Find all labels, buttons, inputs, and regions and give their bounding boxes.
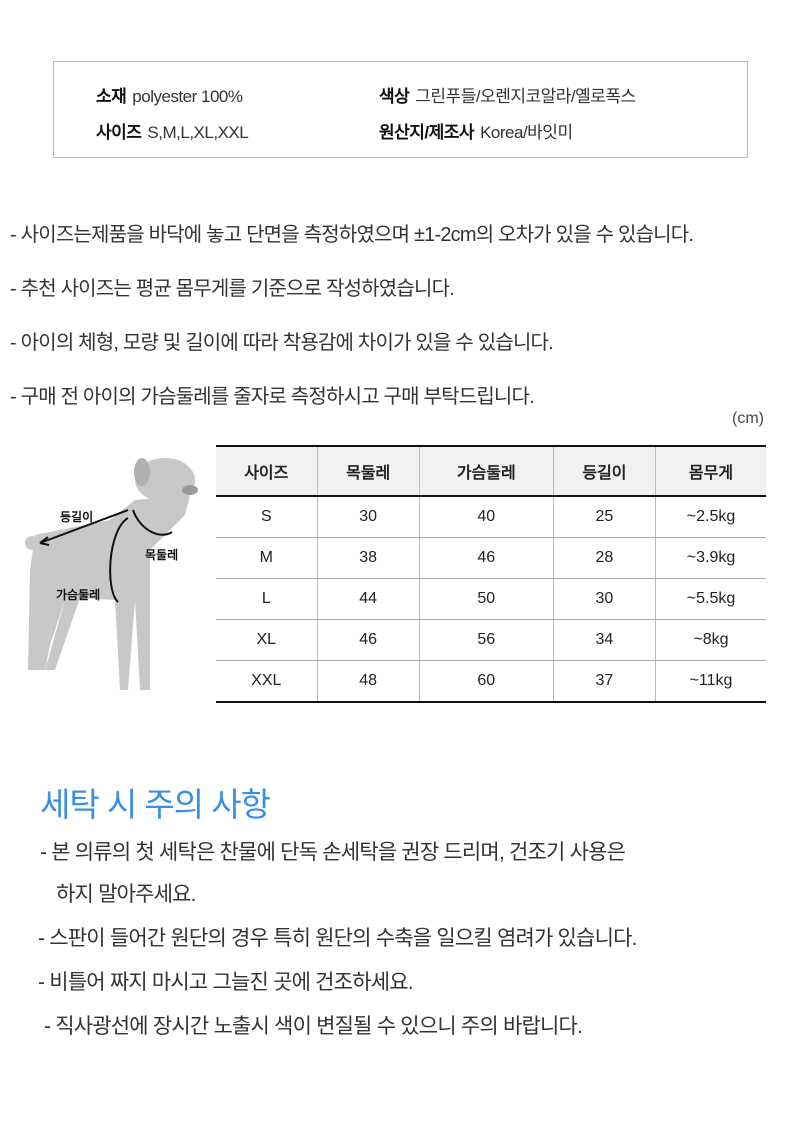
table-cell: L bbox=[216, 578, 318, 620]
table-cell: XL bbox=[216, 619, 318, 661]
size-info: 사이즈 S,M,L,XL,XXL bbox=[96, 123, 249, 142]
table-row: XL 46 56 34 ~8kg bbox=[216, 619, 766, 661]
table-cell: ~2.5kg bbox=[655, 496, 766, 538]
size-table: 사이즈 목둘레 가슴둘레 등길이 몸무게 S 30 40 25 ~2.5kg M 38 46 2… bbox=[216, 445, 766, 703]
table-cell: 56 bbox=[418, 619, 554, 661]
column-header: 등길이 bbox=[552, 445, 656, 497]
table-cell: 30 bbox=[316, 496, 420, 538]
table-cell: 50 bbox=[418, 578, 554, 620]
table-cell: ~8kg bbox=[655, 619, 766, 661]
note: - 아이의 체형, 모량 및 길이에 따라 착용감에 차이가 있을 수 있습니다… bbox=[10, 332, 554, 354]
origin-info: 원산지/제조사 Korea/바잇미 bbox=[379, 123, 573, 142]
table-cell: 37 bbox=[552, 660, 656, 703]
care-item: 하지 말아주세요. bbox=[56, 883, 197, 906]
care-item: - 직사광선에 장시간 노출시 색이 변질될 수 있으니 주의 바랍니다. bbox=[44, 1015, 583, 1038]
table-cell: 48 bbox=[316, 660, 420, 703]
table-cell: ~3.9kg bbox=[655, 537, 766, 579]
table-cell: 30 bbox=[552, 578, 656, 620]
table-header-row: 사이즈 목둘레 가슴둘레 등길이 몸무게 bbox=[216, 445, 766, 497]
color-info: 색상 그린푸들/오렌지코알라/옐로폭스 bbox=[379, 87, 636, 106]
table-cell: 46 bbox=[418, 537, 554, 579]
table-cell: ~5.5kg bbox=[655, 578, 766, 620]
table-cell: 38 bbox=[316, 537, 420, 579]
table-cell: 46 bbox=[316, 619, 420, 661]
back-length-label: 등길이 bbox=[60, 510, 94, 524]
table-cell: S bbox=[216, 496, 318, 538]
table-cell: M bbox=[216, 537, 318, 579]
column-header: 사이즈 bbox=[216, 445, 318, 497]
unit-label: (cm) bbox=[732, 410, 764, 427]
note: - 사이즈는제품을 바닥에 놓고 단면을 측정하였으며 ±1-2cm의 오차가 … bbox=[10, 224, 694, 246]
table-cell: XXL bbox=[216, 660, 318, 703]
column-header: 가슴둘레 bbox=[418, 445, 554, 497]
column-header: 몸무게 bbox=[655, 445, 766, 497]
dog-measurement-illustration: 등길이 목둘레 가슴둘레 bbox=[0, 440, 220, 700]
chest-label: 가슴둘레 bbox=[56, 588, 101, 602]
material-info: 소재 polyester 100% bbox=[96, 87, 243, 106]
note: - 추천 사이즈는 평균 몸무게를 기준으로 작성하였습니다. bbox=[10, 278, 455, 300]
dog-silhouette-icon bbox=[25, 458, 198, 690]
table-row: L 44 50 30 ~5.5kg bbox=[216, 578, 766, 620]
table-cell: 28 bbox=[552, 537, 656, 579]
neck-label: 목둘레 bbox=[145, 548, 179, 562]
table-cell: 34 bbox=[552, 619, 656, 661]
table-row: S 30 40 25 ~2.5kg bbox=[216, 496, 766, 538]
table-cell: 44 bbox=[316, 578, 420, 620]
table-row: XXL 48 60 37 ~11kg bbox=[216, 660, 766, 703]
table-cell: 25 bbox=[552, 496, 656, 538]
table-row: M 38 46 28 ~3.9kg bbox=[216, 537, 766, 579]
table-cell: 60 bbox=[418, 660, 554, 703]
care-title: 세탁 시 주의 사항 bbox=[40, 786, 271, 823]
care-item: - 본 의류의 첫 세탁은 찬물에 단독 손세탁을 권장 드리며, 건조기 사용… bbox=[40, 841, 626, 864]
note: - 구매 전 아이의 가슴둘레를 줄자로 측정하시고 구매 부탁드립니다. bbox=[10, 386, 535, 408]
table-cell: 40 bbox=[418, 496, 554, 538]
care-item: - 비틀어 짜지 마시고 그늘진 곳에 건조하세요. bbox=[38, 971, 414, 994]
size-notes: - 사이즈는제품을 바닥에 놓고 단면을 측정하였으며 ±1-2cm의 오차가 … bbox=[10, 218, 694, 434]
column-header: 목둘레 bbox=[316, 445, 420, 497]
product-info-box: 소재 polyester 100% 색상 그린푸들/오렌지코알라/옐로폭스 사이즈 S… bbox=[53, 61, 748, 158]
care-item: - 스판이 들어간 원단의 경우 특히 원단의 수축을 일으킬 염려가 있습니다… bbox=[38, 927, 637, 950]
table-cell: ~11kg bbox=[655, 660, 766, 703]
